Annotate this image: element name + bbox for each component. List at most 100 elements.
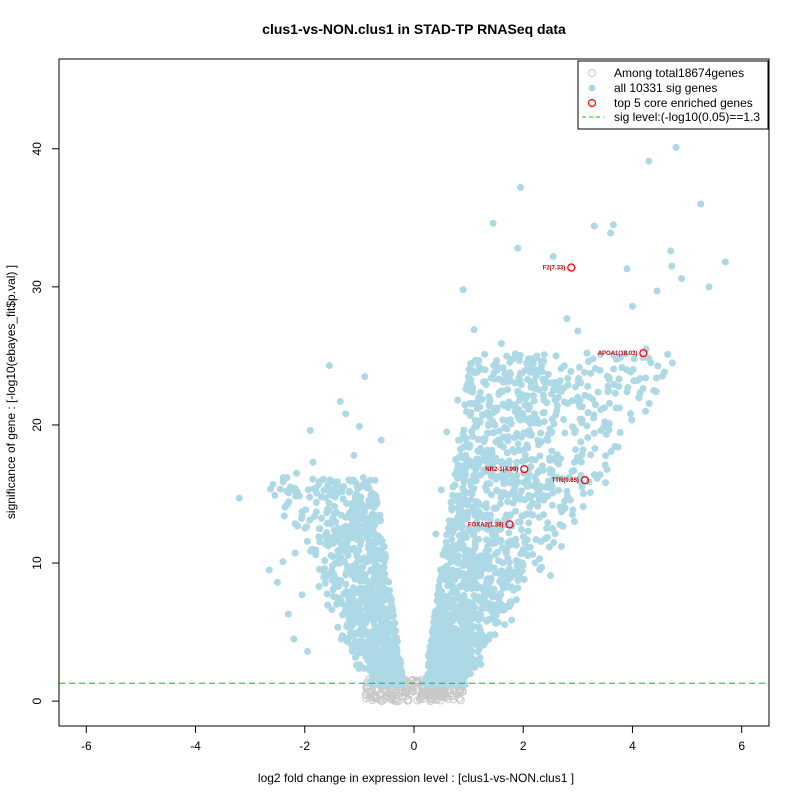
gene-point-sig	[528, 500, 536, 508]
gene-point-sig	[475, 623, 483, 631]
gene-point-sig	[352, 661, 360, 669]
gene-point-sig	[235, 494, 243, 502]
gene-point-sig	[523, 510, 531, 518]
gene-point-sig	[526, 543, 534, 551]
gene-point-sig	[325, 499, 333, 507]
legend-marker-sig-genes	[588, 84, 596, 92]
gene-point-sig	[497, 600, 505, 608]
gene-point-sig	[385, 642, 393, 650]
gene-point-sig	[565, 474, 573, 482]
gene-point-sig	[341, 532, 349, 540]
gene-point-sig	[468, 427, 476, 435]
gene-point-sig	[580, 368, 588, 376]
gene-point-sig	[540, 408, 548, 416]
gene-point-sig	[579, 490, 587, 498]
gene-point-sig	[506, 416, 514, 424]
gene-point-sig	[269, 480, 277, 488]
gene-point-sig	[315, 582, 323, 590]
legend-label-all-genes: Among total18674genes	[614, 66, 744, 80]
gene-point-sig	[539, 391, 547, 399]
gene-point-sig	[291, 487, 299, 495]
gene-point-sig	[576, 457, 584, 465]
gene-point-sig	[333, 526, 341, 534]
gene-point-sig	[449, 529, 457, 537]
gene-point-sig	[328, 491, 336, 499]
gene-point-sig	[304, 486, 312, 494]
gene-point-sig	[527, 414, 535, 422]
gene-point-sig	[506, 358, 514, 366]
gene-point-sig	[470, 485, 478, 493]
gene-point-sig	[474, 397, 482, 405]
gene-point-sig	[460, 478, 468, 486]
gene-point-sig	[503, 449, 511, 457]
gene-point-sig	[370, 602, 378, 610]
gene-point-sig	[480, 378, 488, 386]
gene-point-sig	[486, 600, 494, 608]
gene-point-sig	[521, 539, 529, 547]
gene-point-sig	[579, 446, 587, 454]
gene-point-sig	[540, 418, 548, 426]
gene-point-sig	[377, 638, 385, 646]
gene-point-sig	[468, 388, 476, 396]
gene-point-sig	[504, 386, 512, 394]
gene-point-sig	[451, 481, 459, 489]
gene-point-sig	[705, 283, 713, 291]
gene-point-nonsig	[443, 694, 452, 703]
legend-marker-all-genes	[588, 69, 596, 77]
core-gene-label: APOA1(18.03)	[598, 351, 638, 357]
gene-point-nonsig	[377, 696, 386, 705]
gene-point-sig	[568, 423, 576, 431]
gene-point-sig	[546, 379, 554, 387]
y-axis: 0 10 20 30 40	[30, 142, 60, 704]
gene-point-sig	[453, 588, 461, 596]
gene-point-sig	[309, 475, 317, 483]
gene-point-sig	[661, 368, 669, 376]
gene-point-sig	[540, 351, 548, 359]
gene-point-sig	[654, 362, 662, 370]
gene-point-sig	[512, 596, 520, 604]
gene-point-sig	[310, 485, 318, 493]
gene-point-sig	[529, 550, 537, 558]
gene-point-sig	[380, 543, 388, 551]
gene-point-sig	[361, 618, 369, 626]
core-gene-label: NR2-1(4.99)	[485, 467, 518, 473]
gene-point-sig	[365, 642, 373, 650]
gene-point-sig	[441, 616, 449, 624]
gene-point-sig	[496, 364, 504, 372]
gene-point-sig	[484, 429, 492, 437]
gene-point-sig	[459, 443, 467, 451]
gene-point-sig	[362, 653, 370, 661]
gene-point-sig	[374, 562, 382, 570]
gene-point-nonsig	[433, 694, 442, 703]
gene-point-sig	[532, 535, 540, 543]
gene-point-sig	[500, 580, 508, 588]
gene-point-sig	[497, 538, 505, 546]
gene-point-sig	[502, 434, 510, 442]
gene-point-nonsig	[362, 691, 371, 700]
gene-point-sig	[576, 415, 584, 423]
gene-point-sig	[499, 559, 507, 567]
gene-point-sig	[504, 498, 512, 506]
gene-point-sig	[570, 518, 578, 526]
gene-point-sig	[587, 451, 595, 459]
x-tick-label: 0	[411, 739, 418, 753]
gene-point-sig	[514, 518, 522, 526]
gene-point-sig	[276, 485, 284, 493]
gene-point-sig	[549, 252, 557, 260]
gene-point-sig	[507, 511, 515, 519]
gene-point-sig	[538, 563, 546, 571]
gene-point-sig	[473, 405, 481, 413]
gene-point-sig	[374, 592, 382, 600]
gene-point-sig	[474, 436, 482, 444]
gene-point-sig	[352, 653, 360, 661]
gene-point-sig	[532, 366, 540, 374]
gene-point-sig	[553, 474, 561, 482]
gene-point-sig	[368, 489, 376, 497]
x-tick-label: 6	[738, 739, 745, 753]
gene-point-sig	[470, 638, 478, 646]
gene-point-sig	[475, 645, 483, 653]
gene-point-sig	[448, 535, 456, 543]
gene-point-sig	[434, 641, 442, 649]
y-tick-label: 40	[30, 142, 44, 156]
gene-point-sig	[354, 493, 362, 501]
